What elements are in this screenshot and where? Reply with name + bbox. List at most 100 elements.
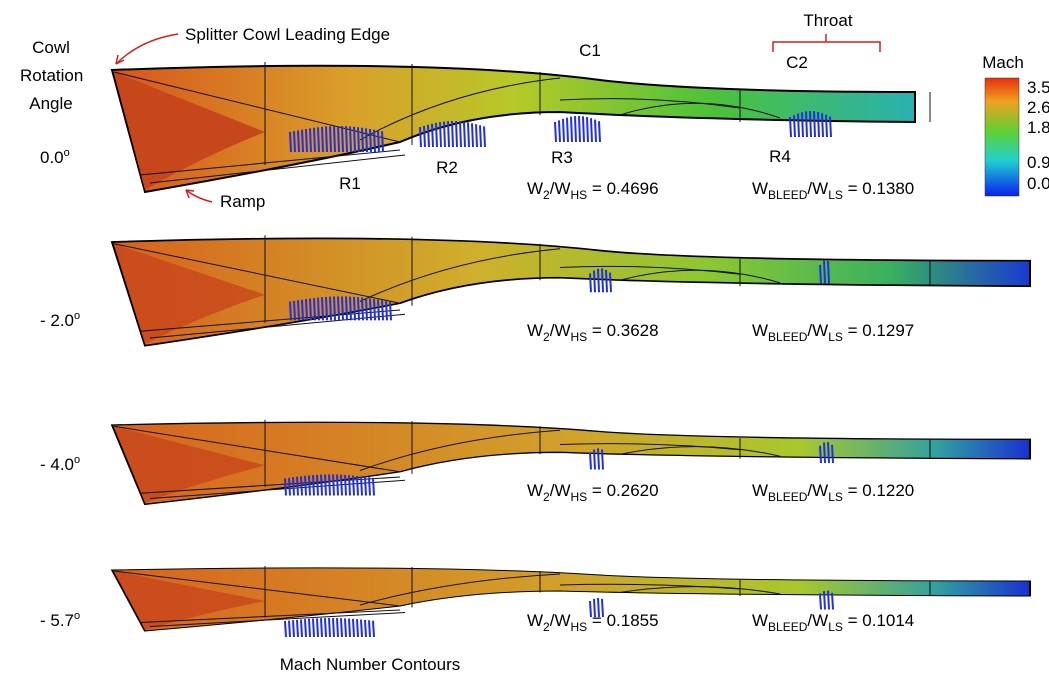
annotation: R4 [769, 147, 791, 166]
bleed-vector [334, 297, 335, 321]
bleed-vector [382, 131, 383, 152]
symbol: /W [550, 321, 571, 340]
bleed-vector [285, 478, 286, 495]
bleed-vector [357, 619, 358, 637]
bleed-vector [365, 620, 366, 637]
bleed-vector [599, 121, 600, 142]
bleed-vector [428, 125, 429, 147]
bleed-vector [365, 477, 366, 496]
ratio-value: 0.1855 [607, 611, 659, 630]
bleed-vector [610, 273, 611, 293]
degree: o [74, 310, 80, 322]
bleed-vector [594, 271, 595, 293]
annotation: C1 [579, 41, 601, 60]
equals: = [587, 179, 606, 198]
bleed-vector [297, 620, 298, 637]
colorbar [985, 78, 1019, 196]
bleed-vector [346, 126, 347, 152]
degree: o [74, 454, 80, 466]
bleed-vector [354, 297, 355, 320]
bleed-vector [309, 475, 310, 495]
row-header: Cowl Rotation Angle [20, 34, 82, 118]
bleed-vector [444, 122, 445, 147]
bleed-vector [390, 301, 391, 320]
bleed-vector [289, 478, 290, 496]
bleed-vector [326, 126, 327, 152]
ratio-value: 0.1297 [862, 321, 914, 340]
bleed-vector [322, 297, 323, 320]
subscript: LS [828, 490, 843, 504]
bleed-vector [366, 128, 367, 152]
bleed-vector [301, 476, 302, 495]
bleed-ratio: WBLEED/WLS = 0.1380 [752, 179, 914, 202]
subscript: LS [828, 330, 843, 344]
bleed-vector [301, 619, 302, 637]
subscript: HS [571, 620, 588, 634]
bleed-vector [346, 296, 347, 320]
bleed-vector [317, 618, 318, 637]
bleed-vector [484, 126, 485, 147]
bleed-vector [361, 476, 362, 495]
bleed-vector [832, 593, 833, 610]
bleed-vector [456, 121, 457, 147]
bleed-vector [824, 260, 825, 283]
bleed-vector [575, 116, 576, 142]
bleed-vector [313, 475, 314, 495]
bleed-vector [313, 619, 314, 637]
arrow [186, 190, 212, 202]
subscript: LS [828, 620, 843, 634]
bleed-vector [370, 129, 371, 152]
equals: = [843, 179, 862, 198]
bleed-vector [826, 115, 827, 137]
colorbar-label: 0.0 [1027, 174, 1049, 193]
equals: = [587, 611, 606, 630]
symbol: /W [550, 179, 571, 198]
symbol: W [752, 611, 768, 630]
bleed-vector [436, 123, 437, 147]
figure-canvas: Mach 3.52.61.80.90.0 Splitter Cowl Leadi… [0, 0, 1049, 678]
bleed-vector [317, 475, 318, 496]
bleed-ratio: WBLEED/WLS = 0.1014 [752, 611, 914, 634]
bleed-vector [464, 122, 465, 147]
bleed-vector [824, 591, 825, 609]
bleed-vector [590, 273, 591, 292]
bleed-ratio: WBLEED/WLS = 0.1297 [752, 321, 914, 344]
bleed-vector [373, 621, 374, 637]
bleed-vector [358, 297, 359, 320]
bleed-vector [824, 443, 825, 463]
bleed-vector [452, 121, 453, 147]
colorbar-label: 0.9 [1027, 153, 1049, 172]
bleed-ratio: WBLEED/WLS = 0.1220 [752, 481, 914, 504]
bleed-vector [594, 450, 595, 470]
ratio-value: 0.3628 [607, 321, 659, 340]
angle-label: - 5.7o [40, 610, 80, 630]
bleed-vector [294, 131, 295, 152]
ratio-value: 0.1220 [862, 481, 914, 500]
bleed-vector [802, 112, 803, 137]
subscript: HS [571, 330, 588, 344]
bleed-vector [820, 265, 821, 284]
bleed-vector [322, 127, 323, 152]
bleed-vector [369, 620, 370, 637]
bleed-vector [350, 126, 351, 152]
bleed-vector [559, 120, 560, 142]
angle-label: 0.0o [40, 147, 70, 167]
angle-label: - 4.0o [40, 454, 80, 474]
caption: Mach Number Contours [280, 655, 460, 674]
bleed-vector [818, 112, 819, 137]
symbol: W [752, 321, 768, 340]
bleed-vector [333, 618, 334, 637]
bleed-vector [432, 124, 433, 147]
equals: = [843, 611, 862, 630]
annotation: R2 [436, 158, 458, 177]
bleed-vector [329, 618, 330, 637]
bleed-vector [369, 477, 370, 495]
bleed-vector [798, 114, 799, 137]
bleed-vector [349, 475, 350, 495]
bleed-vector [318, 298, 319, 321]
bleed-vector [378, 299, 379, 320]
bracket [773, 34, 880, 52]
equals: = [587, 321, 606, 340]
bleed-vector [349, 619, 350, 637]
bleed-vector [345, 475, 346, 496]
